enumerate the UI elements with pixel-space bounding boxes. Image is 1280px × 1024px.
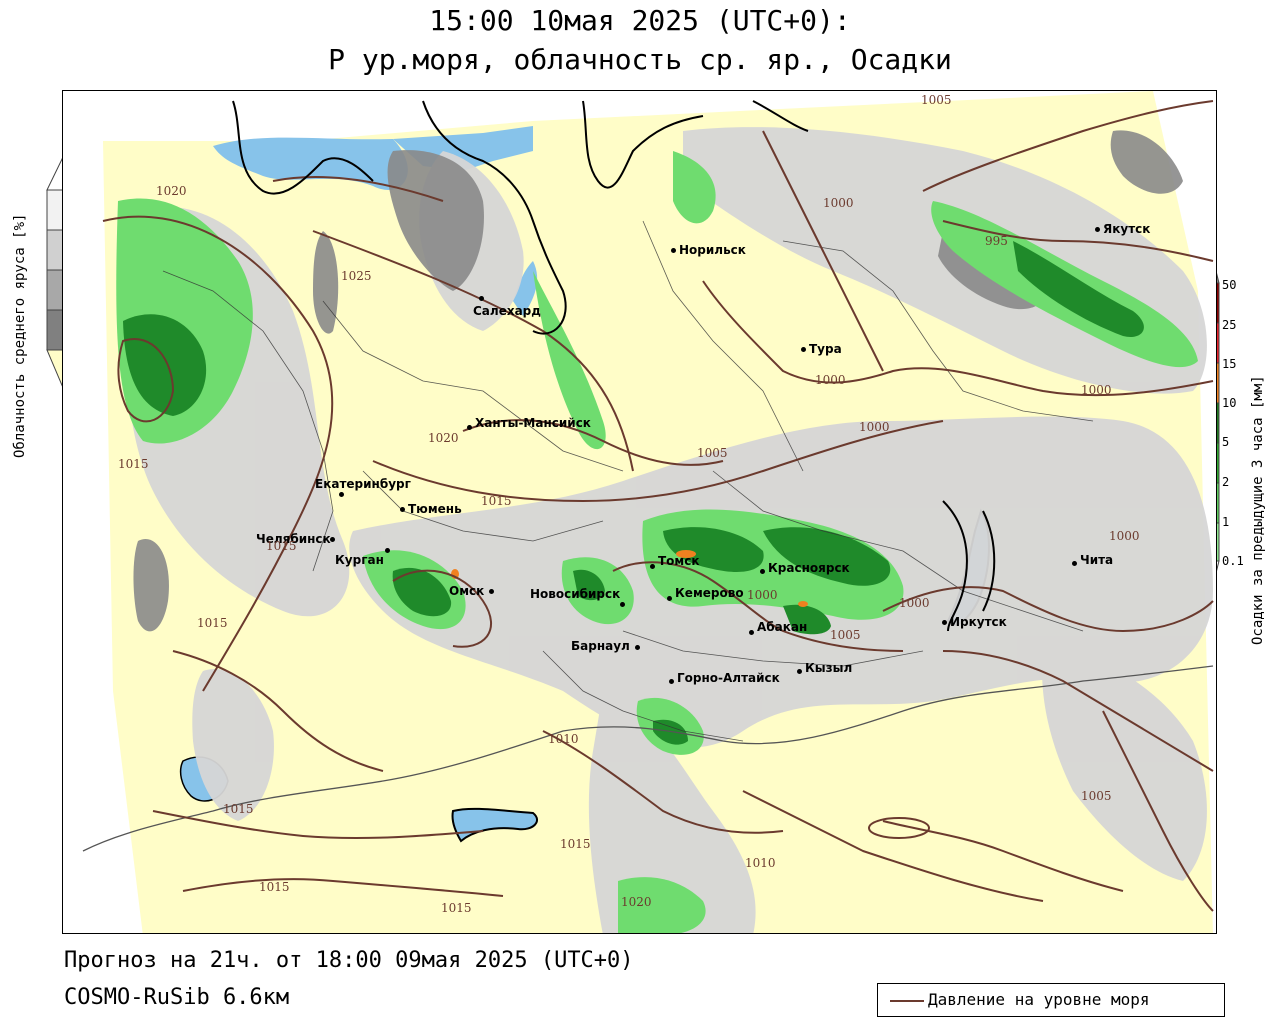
city-label[interactable]: Ханты-Мансийск bbox=[467, 416, 591, 430]
city-dot bbox=[400, 507, 405, 512]
city-dot bbox=[1095, 227, 1100, 232]
city-dot bbox=[650, 564, 655, 569]
precip-tick-1: 1 bbox=[1222, 515, 1230, 529]
isobar-label: 1000 bbox=[747, 588, 778, 602]
city-label[interactable]: Новосибирск bbox=[530, 587, 625, 607]
city-dot bbox=[797, 669, 802, 674]
kara-sea bbox=[213, 137, 408, 190]
city-label[interactable]: Иркутск bbox=[942, 615, 1007, 629]
city-label[interactable]: Тура bbox=[801, 342, 842, 356]
isobar-label: 1015 bbox=[481, 494, 512, 508]
precip-scale-label: Осадки за предыдущие 3 часа [мм] bbox=[1250, 375, 1266, 645]
isobar-label: 1000 bbox=[859, 420, 890, 434]
isobar-label: 995 bbox=[985, 234, 1008, 248]
city-label[interactable]: Челябинск bbox=[256, 532, 335, 546]
precip-tick-0.1: 0.1 bbox=[1222, 554, 1244, 568]
city-label[interactable]: Кызыл bbox=[797, 661, 852, 675]
isobar-label: 1020 bbox=[156, 184, 187, 198]
city-label[interactable]: Норильск bbox=[671, 243, 746, 257]
city-dot bbox=[1072, 561, 1077, 566]
city-dot bbox=[620, 602, 625, 607]
coastlines bbox=[232, 100, 996, 632]
city-dot bbox=[385, 548, 390, 553]
isobar-label: 1010 bbox=[548, 732, 579, 746]
city-dot bbox=[749, 630, 754, 635]
isobar-label: 1005 bbox=[830, 628, 861, 642]
city-label[interactable]: Чита bbox=[1072, 553, 1113, 567]
city-dot bbox=[489, 589, 494, 594]
precip-tick-25: 25 bbox=[1222, 318, 1237, 332]
isobar-label: 1000 bbox=[815, 373, 846, 387]
isobars bbox=[102, 100, 1214, 912]
isobar-label: 1005 bbox=[921, 93, 952, 107]
map-title-line2: P ур.моря, облачность ср. яр., Осадки bbox=[328, 43, 952, 76]
isobar-label: 1005 bbox=[697, 446, 728, 460]
model-info: COSMO-RuSib 6.6км bbox=[64, 985, 290, 1010]
city-dot bbox=[467, 425, 472, 430]
region-borders bbox=[162, 220, 1094, 742]
city-label[interactable]: Барнаул bbox=[571, 639, 640, 653]
city-label[interactable]: Томск bbox=[650, 554, 700, 569]
isobar-label: 1005 bbox=[1081, 789, 1112, 803]
precip-heavy-layer bbox=[123, 241, 1144, 745]
isobar-label: 1020 bbox=[621, 895, 652, 909]
isobar-label: 1015 bbox=[118, 457, 149, 471]
isobar-label: 1015 bbox=[441, 901, 472, 915]
isobar-label: 1015 bbox=[223, 802, 254, 816]
cloud-colorbar-graphic bbox=[46, 155, 65, 391]
city-dot bbox=[667, 596, 672, 601]
precip-tick-5: 5 bbox=[1222, 435, 1230, 449]
cloud-scale-label: Облачность среднего яруса [%] bbox=[12, 213, 28, 458]
city-dot bbox=[942, 620, 947, 625]
city-label[interactable]: Тюмень bbox=[400, 502, 462, 516]
city-label[interactable]: Екатеринбург bbox=[315, 477, 411, 497]
city-label[interactable]: Абакан bbox=[749, 620, 807, 635]
city-dot bbox=[635, 645, 640, 650]
city-dot bbox=[671, 248, 676, 253]
city-dot bbox=[479, 296, 484, 301]
precip-tick-10: 10 bbox=[1222, 396, 1237, 410]
pressure-legend-label: Давление на уровне моря bbox=[928, 990, 1150, 1009]
city-dot bbox=[801, 347, 806, 352]
city-dot bbox=[760, 569, 765, 574]
isobar-label: 1000 bbox=[823, 196, 854, 210]
map-title-line1: 15:00 10мая 2025 (UTC+0): bbox=[429, 4, 851, 37]
city-label[interactable]: Омск bbox=[449, 584, 494, 598]
isobar-label: 1000 bbox=[1081, 383, 1112, 397]
pressure-legend: Давление на уровне моря bbox=[877, 983, 1225, 1017]
city-dot bbox=[330, 537, 335, 542]
city-label[interactable]: Курган bbox=[335, 548, 390, 567]
isobar-label: 1015 bbox=[197, 616, 228, 630]
isobar-label: 1000 bbox=[899, 596, 930, 610]
pressure-legend-line bbox=[890, 1000, 924, 1002]
city-label[interactable]: Красноярск bbox=[760, 561, 850, 575]
isobar-label: 1010 bbox=[745, 856, 776, 870]
isobar-label: 1015 bbox=[560, 837, 591, 851]
precip-tick-50: 50 bbox=[1222, 278, 1237, 292]
precip-tick-2: 2 bbox=[1222, 475, 1230, 489]
isobar-label: 1015 bbox=[259, 880, 290, 894]
isobar-label: 1025 bbox=[341, 269, 372, 283]
forecast-info: Прогноз на 21ч. от 18:00 09мая 2025 (UTC… bbox=[64, 948, 634, 973]
city-label[interactable]: Якутск bbox=[1095, 222, 1150, 236]
precip-orange-spots bbox=[451, 550, 808, 607]
city-label[interactable]: Кемерово bbox=[667, 586, 744, 601]
city-dot bbox=[669, 679, 674, 684]
map-graphic bbox=[63, 91, 1216, 933]
city-label[interactable]: Горно-Алтайск bbox=[669, 671, 780, 685]
isobar-label: 1000 bbox=[1109, 529, 1140, 543]
isobar-label: 1020 bbox=[428, 431, 459, 445]
weather-map[interactable]: Якутск Норильск Салехард Тура Ханты-Манс… bbox=[62, 90, 1217, 934]
city-dot bbox=[339, 492, 344, 497]
precip-tick-15: 15 bbox=[1222, 357, 1237, 371]
country-border bbox=[82, 665, 1214, 852]
isobar-label: 1015 bbox=[266, 539, 297, 553]
city-label[interactable]: Салехард bbox=[473, 296, 541, 318]
